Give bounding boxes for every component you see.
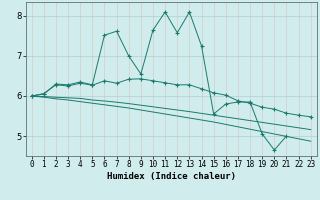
X-axis label: Humidex (Indice chaleur): Humidex (Indice chaleur) xyxy=(107,172,236,181)
